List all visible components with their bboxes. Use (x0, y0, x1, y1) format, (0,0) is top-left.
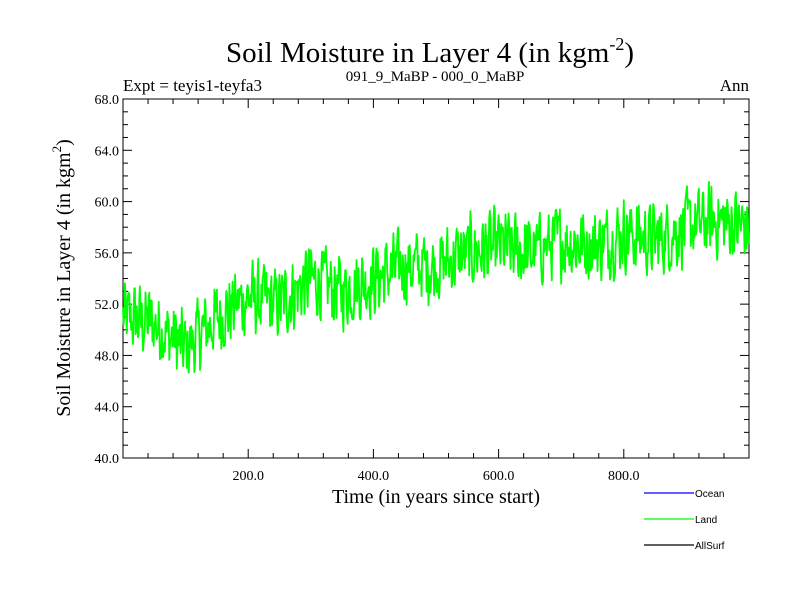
y-axis-label: Soil Moisture in Layer 4 (in kgm2) (49, 139, 75, 417)
experiment-label: Expt = teyis1-teyfa3 (123, 76, 262, 95)
x-tick-label: 600.0 (483, 469, 515, 484)
period-label: 091_9_MaBP - 000_0_MaBP (346, 69, 525, 85)
x-axis: 200.0 400.0 600.0 800.0 (147, 99, 750, 484)
y-tick-label: 68.0 (95, 93, 120, 108)
legend-item-land: Land (644, 515, 717, 526)
x-tick-label: 800.0 (608, 469, 640, 484)
title-exponent: -2 (609, 34, 624, 54)
legend-item-allsurf: AllSurf (644, 541, 725, 552)
x-axis-label: Time (in years since start) (332, 486, 540, 508)
series-land-line (122, 180, 750, 374)
y-tick-label: 40.0 (95, 452, 120, 467)
y-tick-label: 48.0 (95, 349, 120, 364)
y-tick-label: 60.0 (95, 196, 120, 211)
legend: Ocean Land AllSurf (644, 489, 725, 552)
y-tick-label: 52.0 (95, 298, 120, 313)
legend-label-ocean: Ocean (695, 489, 724, 500)
legend-label-allsurf: AllSurf (695, 541, 725, 552)
season-label: Ann (720, 76, 750, 95)
y-tick-label: 44.0 (95, 401, 120, 416)
chart-title: Soil Moisture in Layer 4 (in kgm-2) (226, 34, 634, 69)
x-tick-label: 400.0 (358, 469, 390, 484)
title-suffix: ) (624, 37, 634, 69)
legend-label-land: Land (695, 515, 717, 526)
x-tick-label: 200.0 (232, 469, 264, 484)
legend-item-ocean: Ocean (644, 489, 724, 500)
y-label-suffix: ) (53, 139, 75, 146)
y-tick-label: 56.0 (95, 247, 120, 262)
y-tick-label: 64.0 (95, 144, 120, 159)
y-label-exponent: 2 (49, 146, 64, 153)
y-axis: 40.0 44.0 48.0 52.0 56.0 60.0 64.0 68.0 (95, 93, 749, 467)
